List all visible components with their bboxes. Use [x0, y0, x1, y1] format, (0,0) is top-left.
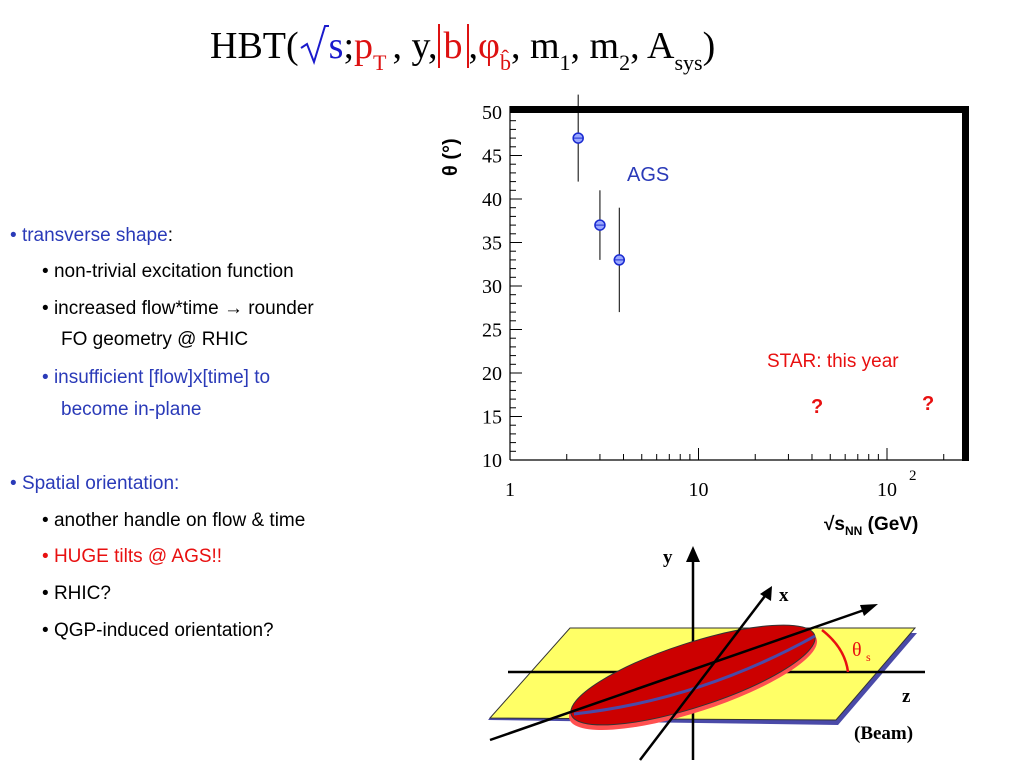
bullet-rhic: • RHIC?: [42, 583, 111, 604]
title-m1: , m: [510, 25, 560, 67]
y-tick-label: 30: [482, 276, 502, 298]
bullet-huge-tilts: • HUGE tilts @ AGS!!: [42, 546, 223, 567]
slide-title: HBT(s;pT, y, b ,φb̂, m1, m2, Asys): [210, 22, 715, 82]
bullet-transverse-shape: • transverse shape:: [10, 225, 173, 246]
x-axis-label: √sNN (GeV): [824, 514, 919, 538]
bullet-text: QGP-induced orientation?: [53, 620, 274, 641]
y-tick-label: 50: [482, 102, 502, 124]
bullet-insufficient-cont: become in-plane: [61, 396, 201, 423]
bullet-text: Spatial orientation:: [21, 473, 180, 494]
title-close: ): [702, 25, 716, 67]
x-tick-label: 10: [877, 479, 897, 501]
bullet-text: RHIC?: [53, 583, 111, 604]
beam-label: (Beam): [854, 723, 913, 744]
z-arrow-icon: [860, 604, 878, 616]
title-semicolon: ;: [343, 25, 355, 67]
bullet-qgp: • QGP-induced orientation?: [42, 620, 274, 641]
x-axis-line: [639, 591, 769, 761]
bullet-text: non-trivial excitation function: [53, 261, 294, 282]
sqrt-icon: [300, 25, 329, 66]
y-axis-label: θ (°): [437, 122, 463, 180]
title-sys: sys: [674, 50, 703, 75]
title-phi: φ: [478, 25, 500, 67]
title-b: b: [443, 25, 463, 67]
theta-arc: [821, 629, 850, 673]
z-axis-label: z: [902, 686, 911, 707]
star-label: STAR: this year: [767, 351, 899, 372]
ellipse-rim: [573, 634, 816, 716]
bullet-flow-time: • increased flow*time → rounder: [42, 298, 314, 319]
bullet-text: insufficient [flow]x[time] to: [53, 367, 271, 388]
ags-label: AGS: [627, 164, 670, 186]
title-p: p: [354, 25, 374, 67]
bullet-excitation: • non-trivial excitation function: [42, 261, 294, 282]
x-tick-label: 10: [688, 479, 708, 501]
title-s: s: [328, 25, 344, 67]
y-arrow-icon: [686, 546, 700, 562]
bullet-text: become in-plane: [61, 399, 202, 420]
bullet-insufficient: • insufficient [flow]x[time] to: [42, 367, 271, 388]
bullet-text: increased flow*time → rounder: [53, 298, 314, 319]
title-A: , A: [630, 25, 675, 67]
fireball-ellipse: [570, 624, 816, 726]
x-arrow-icon: [760, 586, 772, 601]
sqrt-symbol: [299, 22, 329, 68]
title-comma: ,: [468, 25, 479, 67]
bullet-text: another handle on flow & time: [53, 510, 306, 531]
title-bhat: b̂: [499, 50, 511, 75]
theta-label: θ: [852, 639, 862, 661]
bullet-suffix: :: [167, 225, 173, 246]
bullet-flow-time-cont: FO geometry @ RHIC: [61, 326, 248, 353]
y-tick-label: 25: [482, 320, 502, 342]
reaction-plane: [488, 627, 917, 721]
fireball-ellipse-shadow: [568, 628, 818, 730]
plane-edge: [488, 633, 917, 725]
z-axis-line: [489, 606, 871, 742]
y-tick-label: 45: [482, 146, 502, 168]
title-sub1: 1: [559, 50, 571, 75]
question-mark-2: ?: [922, 393, 935, 415]
title-b-abs: b: [437, 24, 469, 68]
x-tick-label: 1: [505, 479, 515, 501]
y-tick-label: 20: [482, 363, 502, 385]
bullet-text: HUGE tilts @ AGS!!: [53, 546, 223, 567]
question-mark-1: ?: [811, 396, 824, 418]
y-tick-label: 10: [482, 450, 502, 472]
x-axis-diagram-label: x: [779, 585, 789, 606]
bullet-handle: • another handle on flow & time: [42, 510, 306, 531]
bullet-spatial: • Spatial orientation:: [10, 473, 180, 494]
y-axis-label-text: θ (°): [440, 138, 462, 176]
bullet-text: FO geometry @ RHIC: [61, 329, 249, 350]
bullet-text: transverse shape: [21, 225, 168, 246]
x-tick-exponent: 2: [909, 468, 917, 484]
y-tick-label: 15: [482, 407, 502, 429]
title-sub2: 2: [619, 50, 631, 75]
title-m2: , m: [570, 25, 620, 67]
title-y: , y,: [392, 25, 438, 67]
y-axis-label: y: [663, 547, 673, 568]
title-prefix: HBT(: [210, 25, 299, 67]
y-tick-label: 40: [482, 189, 502, 211]
y-tick-label: 35: [482, 233, 502, 255]
theta-sub-label: s: [866, 650, 871, 664]
chart-frame: [510, 106, 969, 461]
title-T: T: [373, 50, 387, 75]
